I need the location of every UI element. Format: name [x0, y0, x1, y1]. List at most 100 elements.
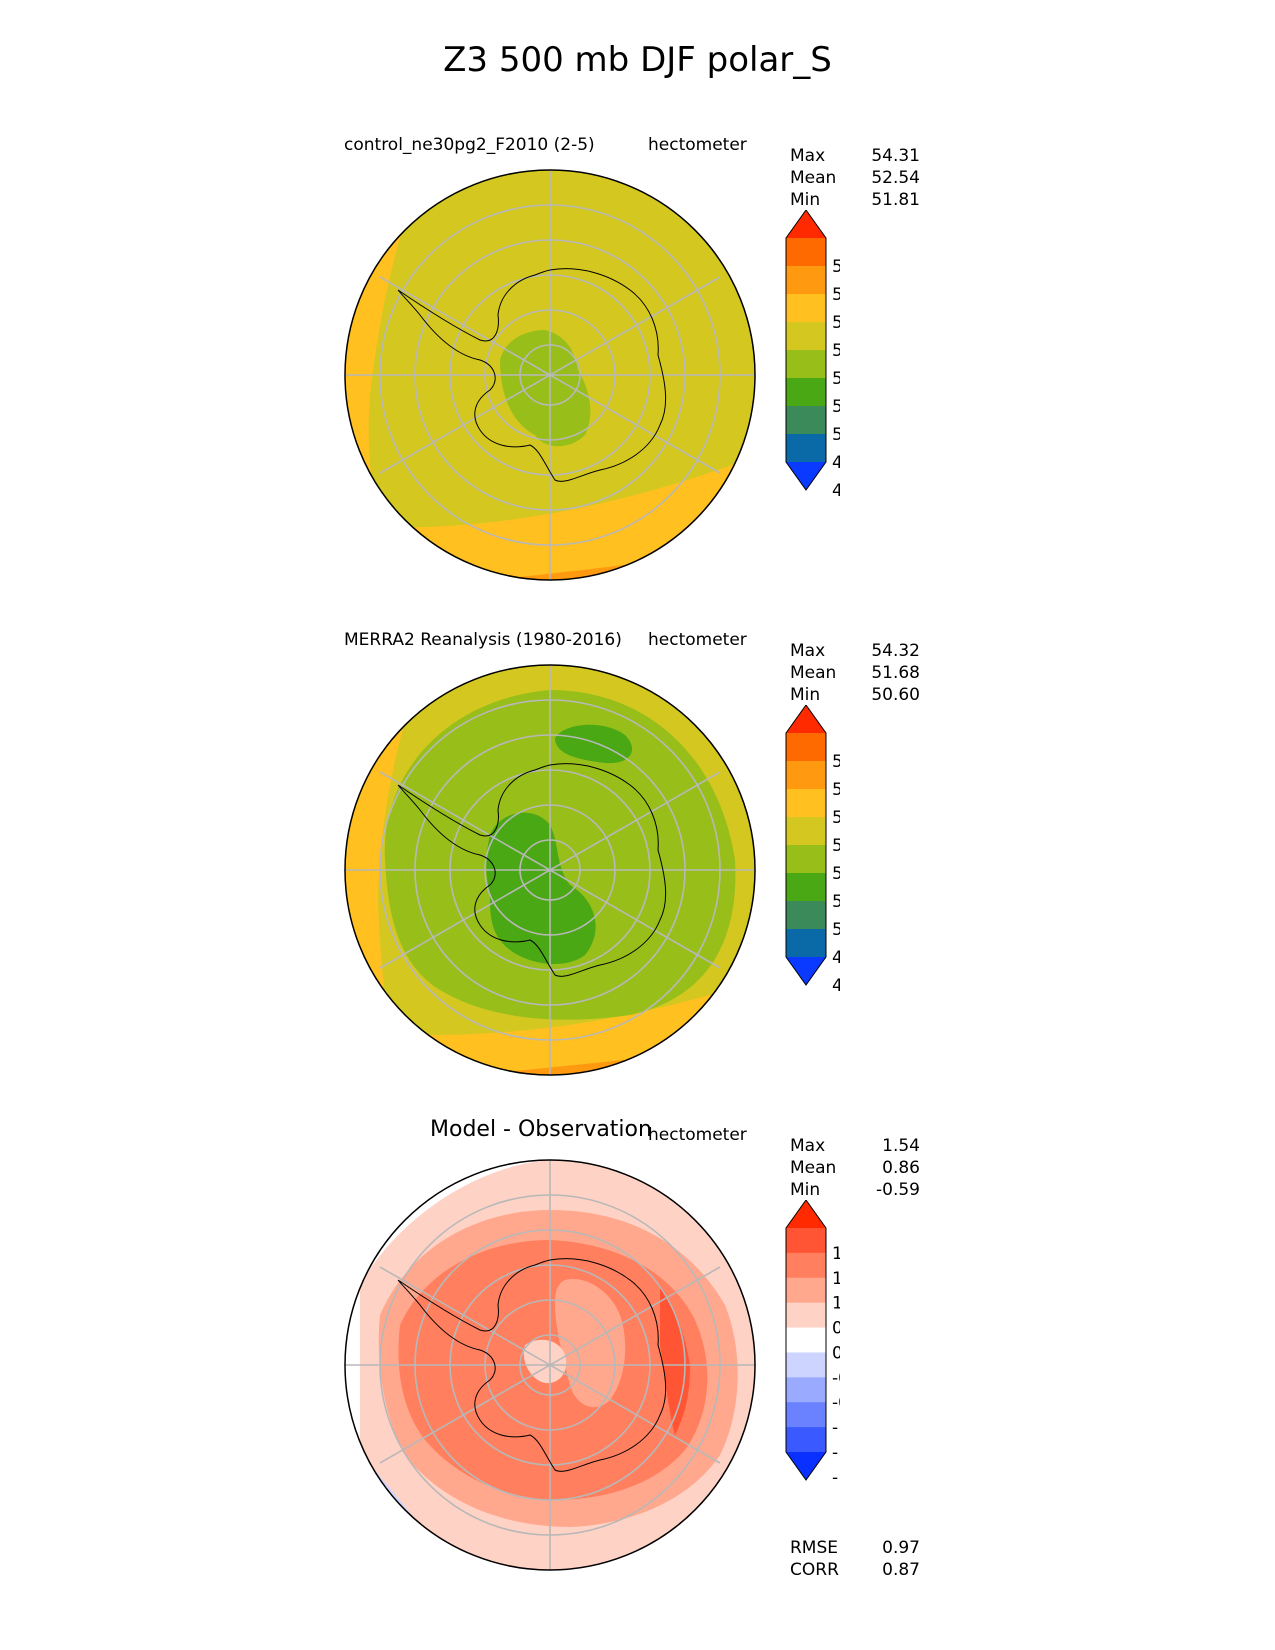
colorbar-segment — [786, 1228, 826, 1254]
panel-title: control_ne30pg2_F2010 (2-5) — [344, 135, 595, 155]
colorbar-extend-max — [786, 705, 826, 733]
colorbar-segment — [786, 1252, 826, 1279]
panel-title: Model - Observation — [430, 1117, 652, 1142]
colorbar-segment — [786, 350, 826, 379]
colorbar-segment — [786, 1302, 826, 1329]
colorbar-segment — [786, 294, 826, 323]
colorbar-segment — [786, 1352, 826, 1378]
stat-label: Max — [790, 1136, 826, 1156]
panel-units: hectometer — [648, 1125, 747, 1145]
stat-value: 0.86 — [882, 1158, 920, 1178]
panel-model: control_ne30pg2_F2010 (2-5) hectometer M… — [0, 135, 1275, 605]
colorbar-segment — [786, 1427, 826, 1453]
colorbar-extend-min — [786, 462, 826, 490]
stat-label: Min — [790, 685, 821, 705]
panel-difference: Model - Observation hectometer Max 1.54 M… — [0, 1117, 1275, 1595]
colorbar-tick-label: 1.40 — [832, 1269, 840, 1289]
colorbar-tick-label: 49.0 — [832, 453, 840, 473]
colorbar-tick-label: 1.80 — [832, 1244, 840, 1264]
colorbar-tick-label: 48.0 — [832, 481, 840, 501]
figure-title: Z3 500 mb DJF polar_S — [443, 40, 832, 80]
stat-label: CORR — [790, 1560, 839, 1580]
stat-value: 51.68 — [871, 663, 920, 683]
stat-label: Max — [790, 641, 826, 661]
colorbar-tick-label: 50.0 — [832, 425, 840, 445]
stat-label: Min — [790, 190, 821, 210]
stat-label: Mean — [790, 1158, 837, 1178]
stat-label: Min — [790, 1180, 821, 1200]
colorbar-tick-label: -0.20 — [832, 1368, 840, 1388]
colorbar-segment — [786, 378, 826, 407]
stat-value: 52.54 — [871, 168, 920, 188]
colorbar-tick-label: 56.0 — [832, 752, 840, 772]
stat-label: RMSE — [790, 1538, 839, 1558]
colorbar-tick-label: 55.0 — [832, 780, 840, 800]
colorbar-tick-label: -1.80 — [832, 1468, 840, 1488]
panel-units: hectometer — [648, 630, 747, 650]
stat-value: -0.59 — [876, 1180, 920, 1200]
antarctica-coastline — [397, 1258, 667, 1472]
colorbar-tick-label: 53.0 — [832, 836, 840, 856]
colorbar-segment — [786, 845, 826, 874]
colorbar-tick-label: -1.40 — [832, 1443, 840, 1463]
colorbar-segment — [786, 761, 826, 790]
stat-value: 0.87 — [882, 1560, 920, 1580]
colorbar-segment — [786, 322, 826, 351]
colorbar-tick-label: 56.0 — [832, 257, 840, 277]
stat-value: 0.97 — [882, 1538, 920, 1558]
colorbar-segment — [786, 873, 826, 902]
colorbar-segment — [786, 406, 826, 435]
colorbar-segment — [786, 733, 826, 762]
colorbar-segment — [786, 266, 826, 295]
stats-block: Max 1.54 Mean 0.86 Min -0.59 — [790, 1135, 920, 1201]
polar-map — [344, 169, 756, 581]
stat-label: Max — [790, 146, 826, 166]
colorbar-tick-label: 55.0 — [832, 285, 840, 305]
colorbar-segment — [786, 1277, 826, 1304]
panel-units: hectometer — [648, 135, 747, 155]
colorbar-tick-label: 52.0 — [832, 864, 840, 884]
colorbar-tick-label: -0.60 — [832, 1393, 840, 1413]
colorbar-tick-label: 51.0 — [832, 397, 840, 417]
colorbar-outline — [785, 1200, 827, 1481]
colorbar-tick-label: 52.0 — [832, 369, 840, 389]
stat-value: 50.60 — [871, 685, 920, 705]
stat-value: 54.31 — [871, 146, 920, 166]
map-boundary — [344, 1159, 756, 1571]
colorbar-segment — [786, 1402, 826, 1428]
colorbar: 1.80 1.40 1.00 0.60 0.20 -0.20 -0.60 -1.00 -1.40… — [785, 1200, 840, 1488]
colorbar-segment — [786, 929, 826, 958]
colorbar-extend-min — [786, 957, 826, 985]
stat-value: 1.54 — [882, 1136, 920, 1156]
colorbar-tick-label: 49.0 — [832, 948, 840, 968]
colorbar-tick-label: 50.0 — [832, 920, 840, 940]
colorbar-segment — [786, 817, 826, 846]
error-stats: RMSE 0.97 CORR 0.87 — [790, 1537, 920, 1581]
colorbar: 56.0 55.0 54.0 53.0 52.0 51.0 50.0 49.0 48.0 — [785, 210, 840, 501]
colorbar-tick-label: 54.0 — [832, 313, 840, 333]
polar-map — [344, 664, 756, 1076]
colorbar-extend-max — [786, 210, 826, 238]
colorbar: 56.0 55.0 54.0 53.0 52.0 51.0 50.0 49.0 48.0 — [785, 705, 840, 996]
colorbar-segment — [786, 901, 826, 930]
colorbar-segment — [786, 1327, 826, 1353]
colorbar-tick-label: 0.20 — [832, 1343, 840, 1363]
stats-block: Max 54.31 Mean 52.54 Min 51.81 — [790, 145, 920, 211]
stat-label: Mean — [790, 663, 837, 683]
map-boundary — [344, 664, 756, 1076]
panel-title: MERRA2 Reanalysis (1980-2016) — [344, 630, 622, 650]
panel-observation: MERRA2 Reanalysis (1980-2016) hectometer… — [0, 630, 1275, 1100]
colorbar-outline — [785, 705, 827, 986]
polar-map — [344, 1159, 756, 1571]
colorbar-outline — [785, 210, 827, 491]
colorbar-segment — [786, 434, 826, 463]
colorbar-tick-label: 53.0 — [832, 341, 840, 361]
colorbar-tick-label: 1.00 — [832, 1294, 840, 1314]
stat-label: Mean — [790, 168, 837, 188]
colorbar-tick-label: 0.60 — [832, 1319, 840, 1339]
colorbar-segment — [786, 238, 826, 267]
colorbar-extend-min — [786, 1452, 826, 1480]
colorbar-segment — [786, 789, 826, 818]
stats-block: Max 54.32 Mean 51.68 Min 50.60 — [790, 640, 920, 706]
stat-value: 54.32 — [871, 641, 920, 661]
